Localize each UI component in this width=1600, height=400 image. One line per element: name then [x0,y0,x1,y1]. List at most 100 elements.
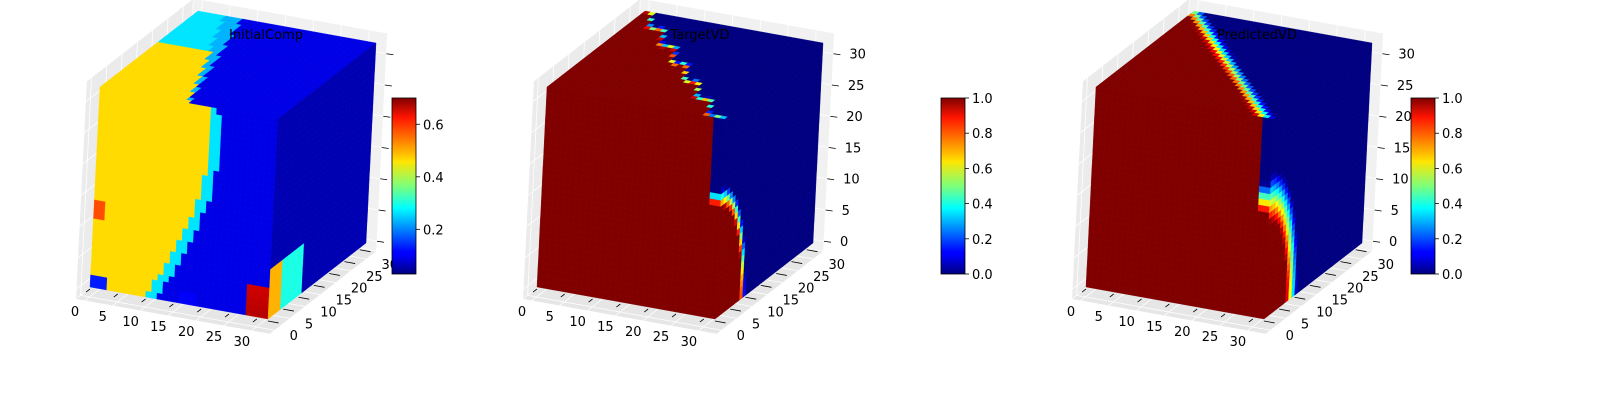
y-tick-mark [730,308,741,312]
y-tick-mark [1279,308,1290,312]
y-tick-mark [298,296,310,300]
z-tick-label: 20 [1395,110,1412,125]
z-tick-label: 5 [1391,204,1399,219]
x-tick-mark [141,298,146,303]
z-tick-mark [380,178,388,181]
y-tick-label: 15 [1332,294,1349,309]
x-tick-label: 0 [1067,305,1075,320]
z-tick-mark [1380,84,1388,87]
z-tick-mark [825,209,833,212]
colorbar: 0.2 0.4 0.6 [391,97,444,275]
y-tick-mark [1340,261,1352,264]
z-tick-mark [833,53,841,56]
colorbar-tick-label: 0.6 [423,118,444,133]
colorbar: 0.0 0.2 0.4 0.6 0.8 1.0 [940,92,993,283]
z-tick-mark [830,115,838,118]
z-tick-mark [383,115,391,118]
colorbar-tick-label: 1.0 [972,92,993,107]
panel-predictedvd: 0 5 10 15 20 25 30 051015202530051015202530Pred… [1067,0,1463,350]
y-tick-mark [267,320,279,324]
x-tick-label: 20 [178,325,195,340]
panel-targetvd: 0 5 10 15 20 25 30 051015202530051015202530Targ… [518,0,993,350]
colorbar-tick-label: 0.2 [423,223,444,238]
x-tick-label: 25 [206,330,223,345]
y-tick-label: 20 [351,282,368,297]
colorbar-tick-label: 0.2 [1442,233,1463,248]
x-tick-label: 15 [150,320,167,335]
y-tick-label: 30 [1377,258,1394,273]
x-tick-mark [1109,293,1114,298]
z-tick-label: 10 [1392,173,1409,188]
y-tick-mark [329,273,340,276]
colorbar-tick-label: 0.6 [1442,162,1463,177]
z-tick-label: 0 [840,235,848,250]
z-tick-label: 25 [848,79,865,94]
y-tick-label: 10 [1316,305,1333,320]
y-tick-label: 0 [1286,329,1294,344]
colorbar-tick-label: 0.0 [972,268,993,283]
z-tick-mark [1382,53,1390,56]
colorbar-gradient [1410,97,1436,275]
z-tick-mark [827,178,835,181]
y-tick-label: 25 [1362,270,1379,285]
panel-title: TargetVD [669,28,729,43]
x-tick-mark [560,293,565,298]
colorbar-tick-label: 0.4 [423,171,444,186]
x-tick-mark [252,318,258,323]
x-tick-mark [588,298,593,303]
voxel-cube [536,10,824,320]
x-tick-label: 5 [99,310,107,325]
z-tick-label: 10 [843,173,860,188]
x-tick-mark [532,288,538,293]
y-tick-mark [1325,273,1336,276]
x-tick-mark [1137,298,1142,303]
y-tick-mark [1355,249,1367,253]
x-tick-mark [85,288,91,293]
y-tick-mark [1263,320,1275,324]
colorbar-tick-label: 0.6 [972,162,993,177]
voxel-cube [1085,10,1373,320]
x-tick-label: 5 [1095,310,1103,325]
x-tick-mark [1248,318,1254,323]
panel-title: InitialComp [229,28,303,43]
y-tick-label: 15 [336,294,353,309]
z-tick-mark [1372,240,1381,243]
x-tick-label: 20 [1174,325,1191,340]
x-tick-label: 15 [1146,320,1163,335]
x-tick-label: 5 [546,310,554,325]
y-tick-label: 20 [798,282,815,297]
x-tick-mark [224,313,230,318]
y-tick-mark [745,296,757,300]
x-tick-mark [1220,313,1226,318]
x-tick-label: 30 [1230,335,1247,350]
x-tick-label: 10 [1118,315,1135,330]
z-tick-mark [1377,147,1385,149]
y-tick-label: 0 [737,329,745,344]
x-tick-mark [671,313,677,318]
x-tick-mark [169,303,174,308]
y-tick-label: 25 [813,270,830,285]
x-tick-mark [113,293,118,298]
colorbar-tick-label: 0.4 [1442,198,1463,213]
x-tick-label: 30 [681,335,698,350]
z-tick-mark [384,84,392,87]
z-tick-mark [381,147,389,149]
z-tick-mark [378,209,386,212]
z-tick-label: 25 [1397,79,1414,94]
y-tick-mark [1294,296,1306,300]
x-tick-label: 0 [518,305,526,320]
x-tick-label: 0 [71,305,79,320]
z-tick-mark [828,147,836,149]
x-tick-label: 10 [569,315,586,330]
colorbar: 0.0 0.2 0.4 0.6 0.8 1.0 [1410,92,1463,283]
z-tick-mark [823,240,832,243]
z-tick-label: 0 [1389,235,1397,250]
y-tick-label: 5 [305,317,313,332]
y-tick-label: 10 [320,305,337,320]
z-tick-mark [1374,209,1382,212]
y-tick-mark [283,308,294,312]
x-tick-label: 15 [597,320,614,335]
colorbar-tick-label: 0.8 [1442,127,1463,142]
y-tick-mark [806,249,818,253]
y-tick-mark [760,284,772,288]
